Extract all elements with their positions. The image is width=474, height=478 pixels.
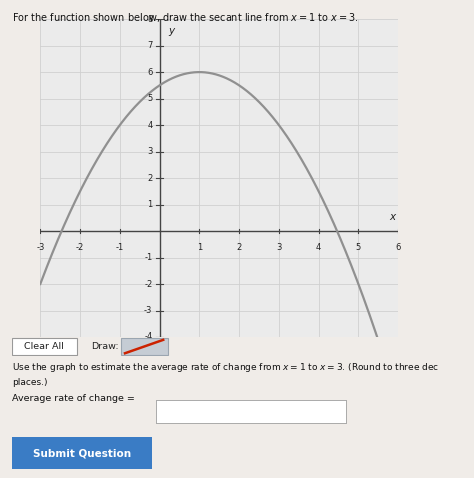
- Text: 3: 3: [276, 243, 282, 252]
- Text: Submit Question: Submit Question: [33, 448, 131, 458]
- Text: 7: 7: [147, 41, 153, 50]
- Text: -3: -3: [144, 306, 153, 315]
- FancyBboxPatch shape: [12, 338, 76, 355]
- Text: 1: 1: [197, 243, 202, 252]
- Text: For the function shown below, draw the secant line from $x = 1$ to $x = 3$.: For the function shown below, draw the s…: [12, 11, 358, 23]
- Text: 6: 6: [147, 67, 153, 76]
- Text: 6: 6: [395, 243, 401, 252]
- FancyBboxPatch shape: [0, 435, 163, 472]
- Text: places.): places.): [12, 378, 47, 387]
- Text: 4: 4: [147, 120, 153, 130]
- Text: 2: 2: [237, 243, 242, 252]
- Text: -1: -1: [116, 243, 124, 252]
- Text: 5: 5: [356, 243, 361, 252]
- Text: 3: 3: [147, 147, 153, 156]
- Text: Average rate of change =: Average rate of change =: [12, 394, 135, 403]
- Text: Clear All: Clear All: [24, 342, 64, 351]
- Text: 2: 2: [147, 174, 153, 183]
- Text: -3: -3: [36, 243, 45, 252]
- Text: 5: 5: [147, 94, 153, 103]
- Text: Use the graph to estimate the average rate of change from $x = 1$ to $x = 3$. (R: Use the graph to estimate the average ra…: [12, 361, 439, 374]
- Text: 4: 4: [316, 243, 321, 252]
- Text: -2: -2: [144, 280, 153, 289]
- Text: x: x: [389, 212, 395, 222]
- Text: -4: -4: [144, 333, 153, 341]
- Text: -1: -1: [144, 253, 153, 262]
- Text: -2: -2: [76, 243, 84, 252]
- Text: y: y: [168, 26, 174, 36]
- Text: 8: 8: [147, 15, 153, 23]
- Text: Draw:: Draw:: [91, 342, 119, 351]
- FancyBboxPatch shape: [120, 338, 168, 355]
- Text: 1: 1: [147, 200, 153, 209]
